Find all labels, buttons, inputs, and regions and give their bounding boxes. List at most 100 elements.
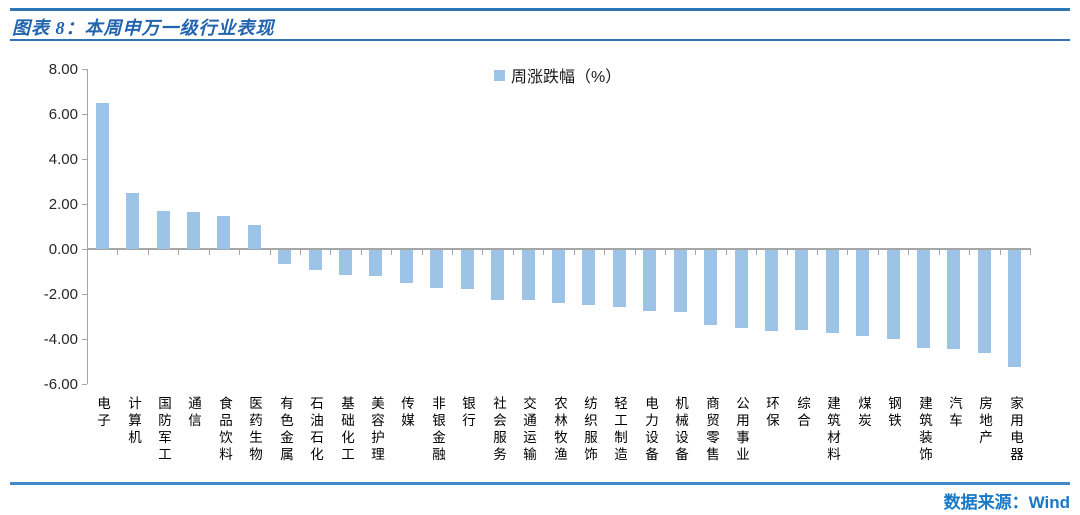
x-tick (1000, 250, 1001, 255)
x-axis-category-label: 建筑材料 (825, 396, 840, 464)
data-source-label: 数据来源：Wind (943, 493, 1070, 512)
bar (613, 250, 626, 307)
x-tick (452, 250, 453, 255)
x-axis-category-label: 建筑装饰 (917, 396, 932, 464)
x-tick (847, 250, 848, 255)
bar (947, 250, 960, 349)
y-tick (82, 204, 87, 205)
x-tick (513, 250, 514, 255)
y-axis-tick-label: 6.00 (48, 106, 78, 123)
x-axis-category-label: 计算机 (126, 396, 141, 447)
bar (522, 250, 535, 300)
y-tick (82, 159, 87, 160)
x-tick (1030, 250, 1031, 255)
x-axis-category-label: 交通运输 (521, 396, 536, 464)
x-axis-category-label: 房地产 (977, 396, 992, 447)
bar (248, 225, 261, 249)
y-tick (82, 384, 87, 385)
legend-label: 周涨跌幅（%） (511, 69, 622, 86)
x-tick (178, 250, 179, 255)
y-axis-tick-label: -4.00 (43, 331, 78, 348)
x-tick (117, 250, 118, 255)
bar (826, 250, 839, 333)
x-tick (969, 250, 970, 255)
x-tick (878, 250, 879, 255)
x-tick (939, 250, 940, 255)
x-tick (635, 250, 636, 255)
bar (704, 250, 717, 325)
x-axis-category-label: 有色金属 (278, 396, 293, 464)
x-tick (361, 250, 362, 255)
y-axis-tick-label: 4.00 (48, 151, 78, 168)
y-axis-line (87, 69, 88, 384)
top-divider-line (10, 8, 1070, 11)
x-tick (148, 250, 149, 255)
figure-title: 图表 8：本周申万一级行业表现 (12, 18, 275, 38)
x-axis-category-label: 基础化工 (339, 396, 354, 464)
x-axis-category-label: 社会服务 (491, 396, 506, 464)
x-tick (270, 250, 271, 255)
bar (643, 250, 656, 311)
x-axis-category-label: 煤炭 (856, 396, 871, 430)
x-axis-category-label: 食品饮料 (217, 396, 232, 464)
x-tick (817, 250, 818, 255)
x-tick (787, 250, 788, 255)
y-tick (82, 69, 87, 70)
title-divider-line (10, 39, 1070, 41)
chart-legend: 周涨跌幅（%） (494, 63, 621, 87)
y-tick (82, 294, 87, 295)
bar (126, 193, 139, 249)
bar (917, 250, 930, 348)
x-axis-category-label: 机械设备 (673, 396, 688, 464)
x-axis-category-label: 家用电器 (1008, 396, 1023, 464)
y-tick (82, 114, 87, 115)
x-axis-category-label: 综合 (795, 396, 810, 430)
x-axis-category-label: 传媒 (399, 396, 414, 430)
x-tick (665, 250, 666, 255)
x-axis-category-label: 电子 (95, 396, 110, 430)
x-tick (330, 250, 331, 255)
y-tick (82, 249, 87, 250)
x-axis-category-label: 环保 (764, 396, 779, 430)
x-tick (726, 250, 727, 255)
x-tick (482, 250, 483, 255)
x-axis-category-label: 通信 (186, 396, 201, 430)
x-axis-category-label: 轻工制造 (612, 396, 627, 464)
x-tick (87, 250, 88, 255)
y-axis-tick-label: 0.00 (48, 241, 78, 258)
bar (735, 250, 748, 328)
bar (430, 250, 443, 288)
x-tick (391, 250, 392, 255)
bar (400, 250, 413, 283)
legend-swatch-icon (494, 69, 505, 81)
bar (339, 250, 352, 275)
x-axis-category-label: 纺织服饰 (582, 396, 597, 464)
bar (765, 250, 778, 331)
bar (856, 250, 869, 336)
x-tick (604, 250, 605, 255)
y-tick (82, 339, 87, 340)
x-axis-category-label: 石油石化 (308, 396, 323, 464)
y-axis-tick-label: 8.00 (48, 61, 78, 78)
x-axis-category-label: 商贸零售 (704, 396, 719, 464)
x-axis-category-label: 国防军工 (156, 396, 171, 464)
x-axis-category-label: 电力设备 (643, 396, 658, 464)
x-tick (239, 250, 240, 255)
x-tick (209, 250, 210, 255)
x-tick (908, 250, 909, 255)
bar (309, 250, 322, 270)
bar (887, 250, 900, 339)
x-axis-category-label: 汽车 (947, 396, 962, 430)
bar (187, 212, 200, 249)
bar (278, 250, 291, 264)
bar (461, 250, 474, 289)
x-tick (300, 250, 301, 255)
bar (369, 250, 382, 276)
x-tick (543, 250, 544, 255)
bar (795, 250, 808, 330)
x-axis-category-label: 银行 (460, 396, 475, 430)
bar (491, 250, 504, 300)
bar (96, 103, 109, 249)
